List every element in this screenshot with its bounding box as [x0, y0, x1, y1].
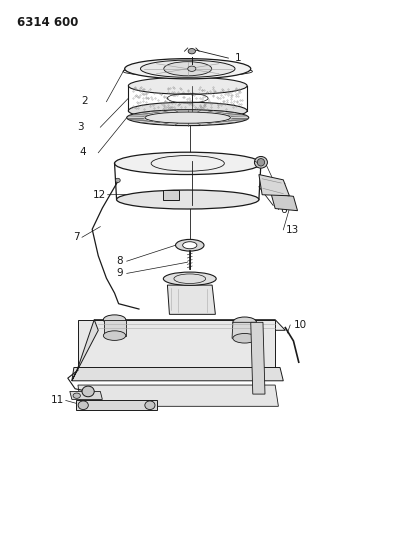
Text: 5: 5 — [279, 183, 286, 193]
Text: 2: 2 — [82, 95, 88, 106]
Polygon shape — [72, 368, 283, 381]
Ellipse shape — [129, 102, 247, 119]
Ellipse shape — [82, 386, 94, 397]
Polygon shape — [78, 385, 278, 406]
Ellipse shape — [78, 401, 88, 409]
Ellipse shape — [233, 317, 257, 328]
Ellipse shape — [188, 66, 196, 71]
Polygon shape — [232, 322, 258, 338]
Ellipse shape — [164, 62, 212, 76]
Polygon shape — [72, 320, 98, 381]
Ellipse shape — [183, 242, 197, 249]
Text: 10: 10 — [293, 320, 306, 330]
Text: 7: 7 — [73, 232, 80, 243]
Ellipse shape — [255, 157, 267, 168]
Ellipse shape — [175, 239, 204, 251]
Ellipse shape — [145, 401, 155, 409]
Ellipse shape — [129, 77, 247, 94]
Ellipse shape — [257, 159, 264, 166]
Text: 3: 3 — [78, 122, 84, 132]
Ellipse shape — [233, 334, 257, 343]
Text: 8: 8 — [116, 256, 123, 266]
Text: 12: 12 — [92, 190, 106, 200]
Polygon shape — [251, 322, 265, 394]
Ellipse shape — [163, 272, 216, 285]
Text: 6: 6 — [280, 205, 287, 215]
Polygon shape — [78, 320, 275, 368]
Polygon shape — [76, 400, 157, 410]
Polygon shape — [271, 193, 297, 211]
Text: 6314 600: 6314 600 — [17, 15, 78, 29]
Ellipse shape — [145, 112, 231, 123]
Ellipse shape — [127, 110, 249, 126]
Ellipse shape — [103, 315, 126, 325]
Text: 13: 13 — [285, 225, 299, 235]
Polygon shape — [167, 285, 215, 314]
Ellipse shape — [125, 59, 251, 79]
Text: 9: 9 — [116, 269, 123, 278]
Ellipse shape — [140, 60, 235, 77]
Ellipse shape — [103, 331, 126, 341]
Text: 4: 4 — [80, 147, 86, 157]
Ellipse shape — [188, 49, 195, 54]
Polygon shape — [94, 320, 285, 330]
Polygon shape — [104, 320, 126, 336]
Text: 1: 1 — [235, 53, 241, 62]
Polygon shape — [70, 391, 102, 399]
Bar — [162, 190, 179, 199]
Polygon shape — [259, 174, 289, 196]
Ellipse shape — [73, 393, 80, 398]
Ellipse shape — [117, 190, 259, 209]
Text: 11: 11 — [51, 395, 64, 406]
Ellipse shape — [115, 152, 261, 174]
Ellipse shape — [115, 178, 120, 182]
